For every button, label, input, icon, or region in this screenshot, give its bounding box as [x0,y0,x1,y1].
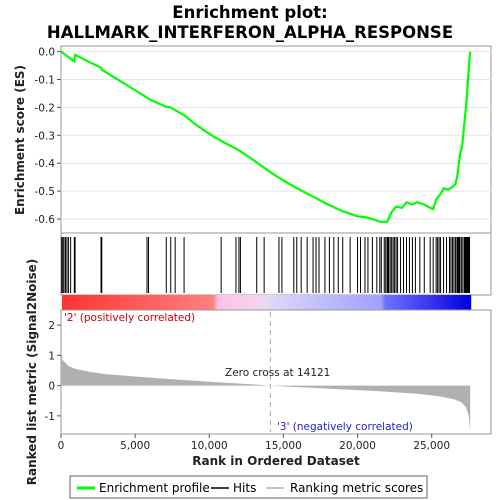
ranking-color-bar [62,295,472,310]
x-tick-label: 25,000 [413,440,450,452]
x-axis-label: Rank in Ordered Dataset [192,454,360,468]
x-tick-label: 20,000 [339,440,376,452]
legend-metric-label: Ranking metric scores [290,481,423,495]
es-tick-label: -0.3 [35,130,56,142]
legend-enrichment-label: Enrichment profile [99,481,210,495]
hits-panel [60,232,492,296]
es-panel-frame [60,45,492,234]
metric-tick-label: 1 [48,350,55,362]
es-gridlines [61,51,491,220]
legend: Enrichment profile Hits Ranking metric s… [69,475,428,499]
x-tick-label: 10,000 [191,440,228,452]
enrichment-profile-line [60,50,472,223]
x-tick-label: 15,000 [265,440,302,452]
es-tick-label: -0.6 [35,214,56,226]
x-axis-ticks: 0 5,000 10,000 15,000 20,000 25,000 [58,434,450,452]
es-y-axis-label: Enrichment score (ES) [13,65,27,215]
hits-markers [61,237,470,293]
legend-hits-label: Hits [233,481,256,495]
x-tick-label: 5,000 [120,440,150,452]
negative-correlation-label: '3' (negatively correlated) [277,421,413,433]
es-y-ticks: 0.0 -0.1 -0.2 -0.3 -0.4 -0.5 -0.6 [35,47,61,226]
metric-y-axis-label: Ranked list metric (Signal2Noise) [25,259,39,486]
metric-tick-label: 0 [48,381,55,393]
es-tick-label: -0.1 [35,74,56,86]
es-panel: 0.0 -0.1 -0.2 -0.3 -0.4 -0.5 -0.6 Enrichment s… [13,45,492,234]
chart-title-line2: HALLMARK_INTERFERON_ALPHA_RESPONSE [47,23,453,42]
es-tick-label: -0.4 [35,158,56,170]
metric-y-ticks: 2 1 0 -1 [45,320,61,423]
chart-title-line1: Enrichment plot: [172,3,327,22]
metric-tick-label: 2 [48,320,55,332]
es-tick-label: -0.5 [35,186,56,198]
x-tick-label: 0 [58,440,65,452]
zero-cross-label: Zero cross at 14121 [225,367,330,379]
positive-correlation-label: '2' (positively correlated) [64,312,195,324]
metric-panel-frame [60,309,492,435]
es-tick-label: -0.2 [35,102,56,114]
metric-tick-label: -1 [45,411,55,423]
metric-panel: 2 1 0 -1 '2' (positively correlated) '3' (n… [25,259,492,486]
legend-box [69,475,428,499]
ranking-metric-area [61,347,471,433]
es-tick-label: 0.0 [38,47,55,59]
hits-panel-frame [60,232,492,296]
